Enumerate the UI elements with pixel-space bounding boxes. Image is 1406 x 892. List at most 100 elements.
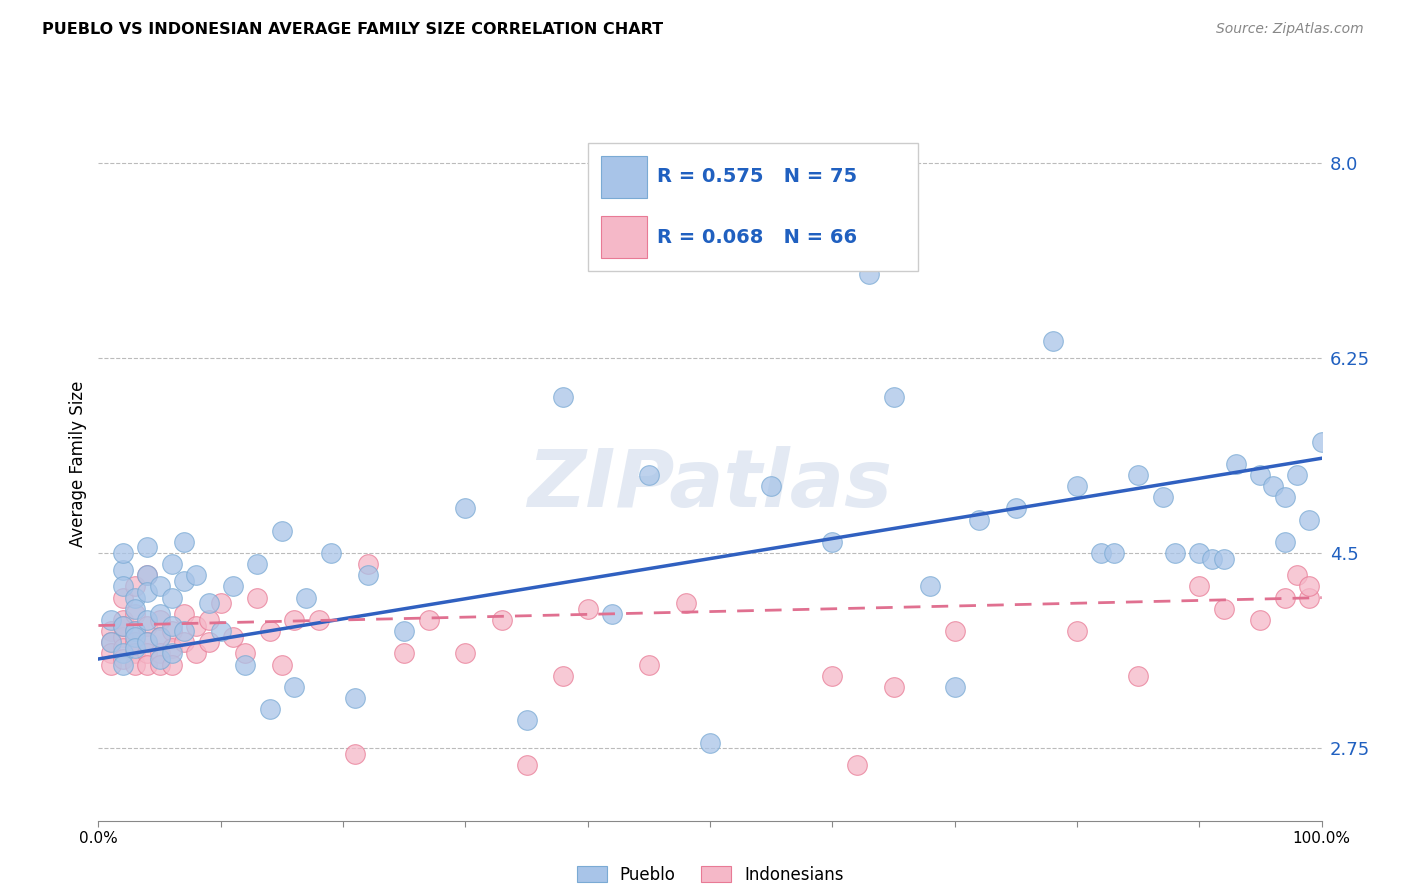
- Point: [1274, 535, 1296, 549]
- Point: [1298, 580, 1320, 594]
- Point: [149, 630, 172, 644]
- Point: [1090, 546, 1112, 560]
- Point: [392, 624, 416, 639]
- Point: [1164, 546, 1187, 560]
- Point: [319, 546, 342, 560]
- Point: [124, 630, 146, 644]
- Point: [209, 596, 232, 610]
- Point: [136, 541, 159, 555]
- Point: [1188, 546, 1211, 560]
- Point: [270, 657, 294, 672]
- Point: [124, 607, 146, 622]
- Point: [100, 624, 122, 639]
- Point: [124, 591, 146, 605]
- Point: [197, 635, 219, 649]
- Point: [186, 618, 208, 632]
- Point: [308, 613, 330, 627]
- Point: [111, 646, 134, 660]
- Point: [222, 580, 245, 594]
- Point: [111, 630, 134, 644]
- Point: [111, 563, 134, 577]
- Point: [1298, 513, 1320, 527]
- Point: [149, 657, 172, 672]
- Point: [197, 613, 219, 627]
- Point: [100, 635, 122, 649]
- Point: [858, 268, 880, 282]
- Point: [1066, 624, 1088, 639]
- Point: [149, 652, 172, 666]
- Point: [233, 657, 256, 672]
- Point: [136, 635, 159, 649]
- Point: [638, 467, 661, 482]
- Point: [124, 580, 146, 594]
- Point: [160, 624, 183, 639]
- Point: [160, 557, 183, 572]
- Point: [111, 657, 134, 672]
- Point: [173, 574, 195, 588]
- Text: PUEBLO VS INDONESIAN AVERAGE FAMILY SIZE CORRELATION CHART: PUEBLO VS INDONESIAN AVERAGE FAMILY SIZE…: [42, 22, 664, 37]
- Point: [553, 390, 575, 404]
- Point: [124, 602, 146, 616]
- Point: [943, 624, 966, 639]
- Point: [149, 580, 172, 594]
- Point: [295, 591, 318, 605]
- Point: [124, 624, 146, 639]
- Point: [1201, 551, 1223, 566]
- Point: [246, 591, 269, 605]
- Point: [1298, 591, 1320, 605]
- Point: [233, 646, 256, 660]
- Point: [576, 602, 599, 616]
- Point: [111, 613, 134, 627]
- Point: [160, 591, 183, 605]
- Point: [259, 702, 281, 716]
- Point: [111, 618, 134, 632]
- Point: [149, 630, 172, 644]
- Point: [675, 596, 697, 610]
- Point: [356, 568, 378, 582]
- Point: [124, 640, 146, 655]
- Point: [259, 624, 281, 639]
- Point: [1286, 467, 1309, 482]
- Point: [1188, 580, 1211, 594]
- Point: [600, 607, 623, 622]
- Point: [136, 568, 159, 582]
- Point: [515, 757, 537, 772]
- Y-axis label: Average Family Size: Average Family Size: [69, 381, 87, 547]
- Point: [1274, 591, 1296, 605]
- Point: [149, 607, 172, 622]
- Point: [821, 669, 844, 683]
- Point: [344, 690, 367, 705]
- Point: [111, 580, 134, 594]
- Point: [454, 646, 477, 660]
- Point: [111, 546, 134, 560]
- Point: [186, 646, 208, 660]
- Point: [344, 747, 367, 761]
- Point: [149, 613, 172, 627]
- Point: [136, 613, 159, 627]
- Text: Source: ZipAtlas.com: Source: ZipAtlas.com: [1216, 22, 1364, 37]
- Point: [160, 618, 183, 632]
- Point: [553, 669, 575, 683]
- Point: [186, 568, 208, 582]
- Point: [100, 657, 122, 672]
- Point: [1102, 546, 1125, 560]
- Point: [1261, 479, 1284, 493]
- Point: [111, 652, 134, 666]
- Point: [1066, 479, 1088, 493]
- Point: [173, 607, 195, 622]
- Point: [124, 657, 146, 672]
- Point: [883, 680, 905, 694]
- Point: [1152, 491, 1174, 505]
- Point: [173, 535, 195, 549]
- Point: [111, 618, 134, 632]
- Point: [136, 657, 159, 672]
- Point: [124, 635, 146, 649]
- Point: [160, 657, 183, 672]
- Point: [136, 646, 159, 660]
- Point: [136, 585, 159, 599]
- Point: [1249, 467, 1271, 482]
- Point: [1042, 334, 1064, 349]
- Point: [1249, 613, 1271, 627]
- Point: [515, 714, 537, 728]
- Point: [100, 646, 122, 660]
